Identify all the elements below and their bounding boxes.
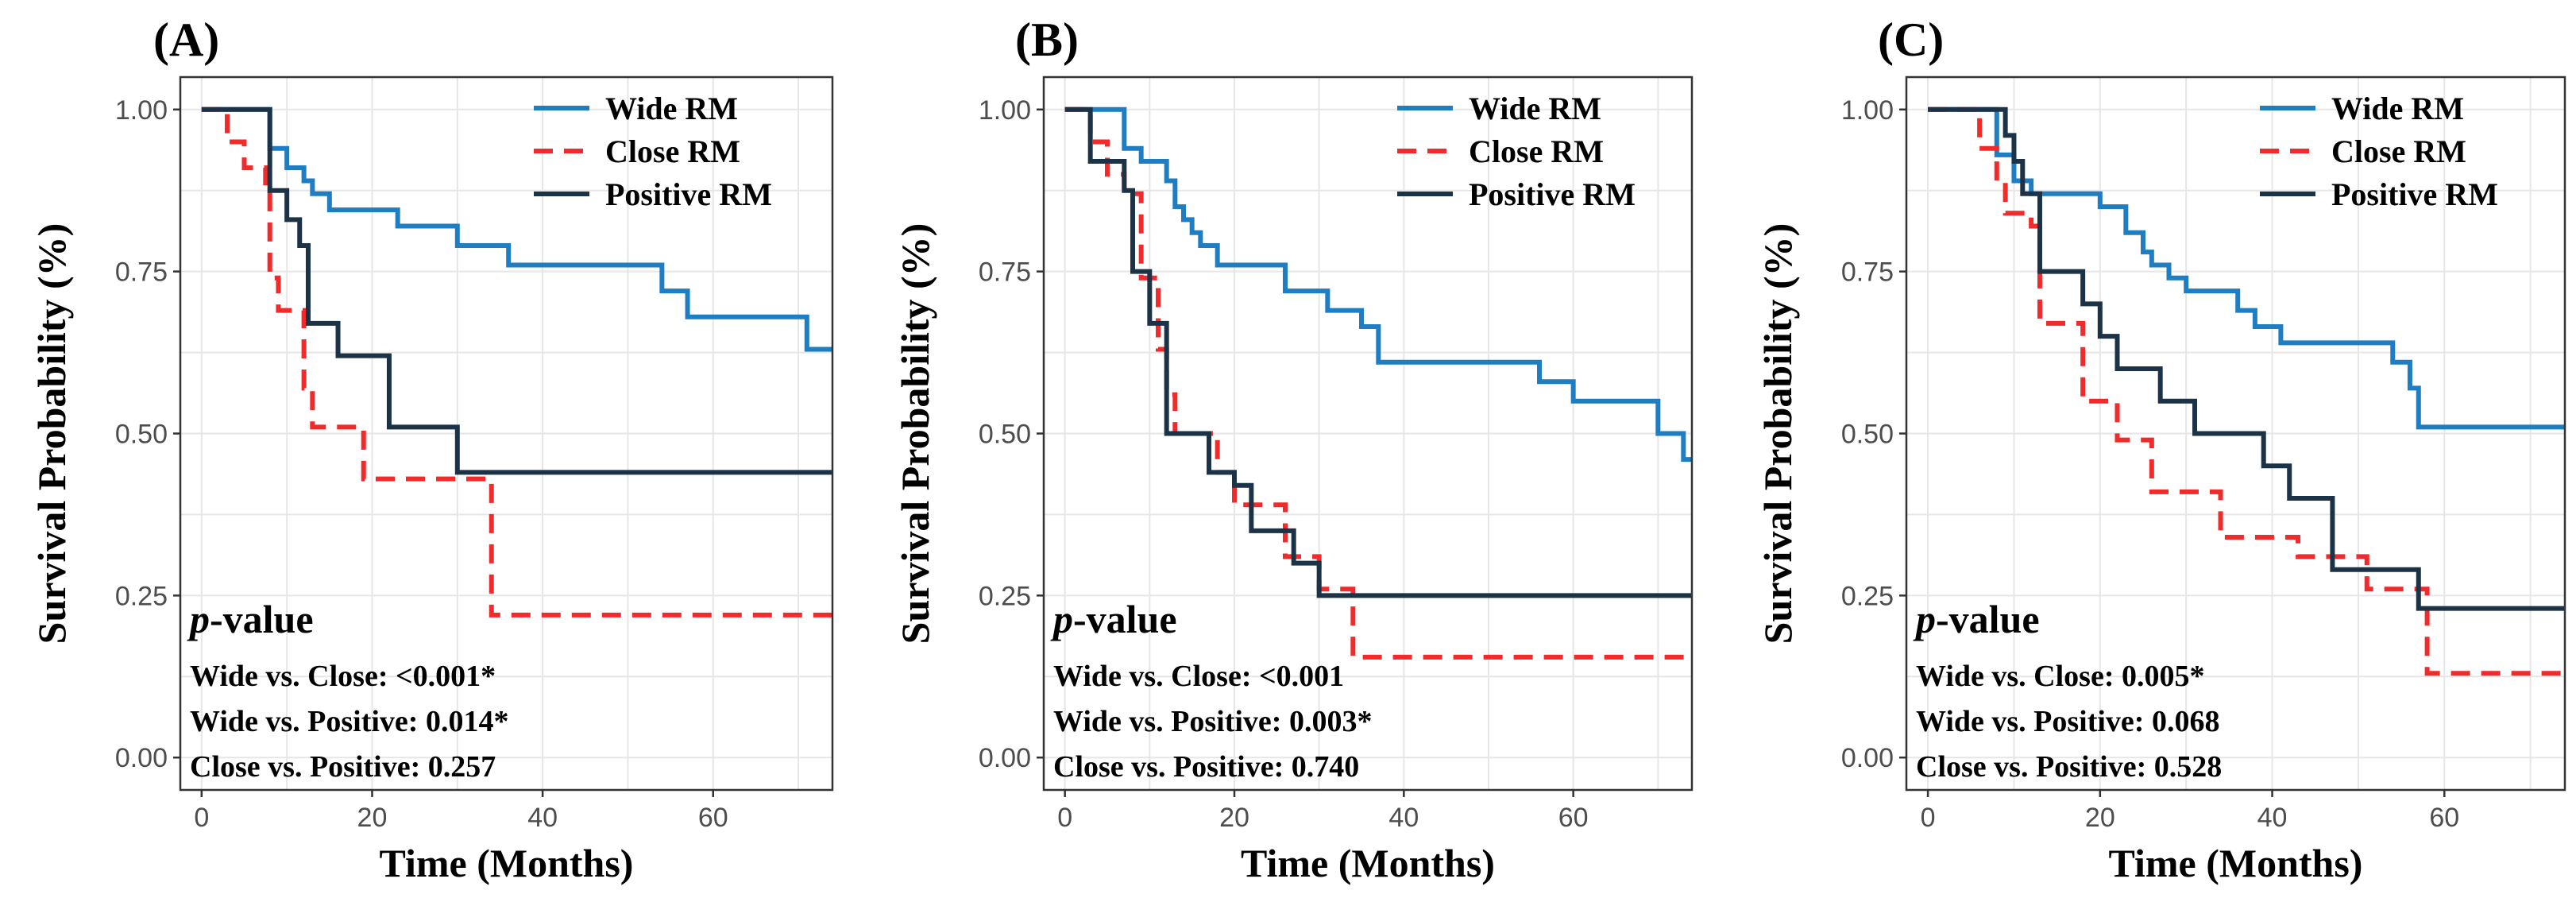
x-tick-label: 20 (357, 803, 388, 833)
panel-a: 0.00 0.25 0.50 0.75 1.00 0 20 40 60 Time (Months)… (29, 14, 834, 885)
series-line-wide (201, 106, 832, 352)
legend-label-positive: Positive RM (2331, 176, 2498, 212)
series-group (1064, 106, 1692, 660)
panel-b: 0.00 0.25 0.50 0.75 1.00 0 20 40 60 Time (Months)… (893, 14, 1694, 885)
x-tick-label: 20 (1219, 803, 1249, 833)
pvalue-line: Wide vs. Close: 0.005* (1916, 660, 2204, 693)
pvalue-line: Wide vs. Positive: 0.068 (1916, 705, 2219, 738)
pvalue-title-rest: -value (210, 597, 314, 641)
series-line-wide (1928, 106, 2565, 430)
panel-label: (B) (1015, 14, 1079, 66)
x-tick-label: 0 (194, 803, 209, 833)
legend-label-wide: Wide RM (2331, 91, 2464, 126)
pvalue-title-rest: -value (1936, 597, 2040, 641)
y-axis-title: Survival Probability (%) (893, 223, 937, 645)
legend-label-close: Close RM (605, 134, 740, 169)
y-axis-title: Survival Probability (%) (1755, 223, 1800, 645)
y-tick-label: 0.75 (979, 257, 1031, 288)
y-tick-label: 1.00 (1841, 95, 1894, 126)
pvalue-annotation: p-value Wide vs. Close: <0.001 Wide vs. Po… (1050, 597, 1372, 784)
pvalue-title: p-value (1913, 597, 2040, 641)
series-group (1928, 106, 2565, 676)
legend: Wide RM Close RM Positive RM (1397, 91, 1636, 212)
series-line-close (1064, 106, 1692, 660)
x-tick-label: 40 (2257, 803, 2288, 833)
y-tick-label: 0.00 (979, 743, 1031, 773)
pvalue-line: Wide vs. Positive: 0.014* (190, 705, 508, 738)
legend: Wide RM Close RM Positive RM (2260, 91, 2498, 212)
pvalue-title-rest: -value (1073, 597, 1177, 641)
x-tick-label: 60 (1558, 803, 1589, 833)
legend-label-close: Close RM (2331, 134, 2466, 169)
y-tick-label: 0.25 (979, 581, 1031, 611)
pvalue-line: Wide vs. Close: <0.001* (190, 660, 496, 693)
gridlines (1044, 77, 1692, 790)
y-tick-label: 0.75 (115, 257, 168, 288)
y-tick-label: 0.25 (1841, 581, 1894, 611)
x-axis-title: Time (Months) (380, 841, 634, 885)
legend-label-positive: Positive RM (605, 176, 772, 212)
y-tick-label: 0.75 (1841, 257, 1894, 288)
x-axis-title: Time (Months) (2109, 841, 2363, 885)
y-tick-label: 0.50 (115, 420, 168, 450)
legend-label-close: Close RM (1469, 134, 1604, 169)
pvalue-title: p-value (187, 597, 314, 641)
pvalue-line: Close vs. Positive: 0.528 (1916, 750, 2222, 784)
y-axis-title: Survival Probability (%) (29, 223, 74, 645)
y-tick-label: 1.00 (115, 95, 168, 126)
panel-c: 0.00 0.25 0.50 0.75 1.00 0 20 40 60 Time (Months)… (1755, 14, 2566, 885)
pvalue-title-italic: p (1050, 597, 1073, 641)
x-tick-label: 0 (1921, 803, 1936, 833)
x-tick-label: 60 (698, 803, 728, 833)
series-line-close (1928, 106, 2565, 676)
series-line-positive (201, 106, 832, 475)
y-tick-label: 0.50 (979, 420, 1031, 450)
series-line-wide (1064, 106, 1692, 463)
y-tick-label: 0.00 (1841, 743, 1894, 773)
x-tick-label: 40 (527, 803, 558, 833)
legend-label-wide: Wide RM (1469, 91, 1601, 126)
y-tick-label: 0.50 (1841, 420, 1894, 450)
x-tick-label: 40 (1388, 803, 1419, 833)
series-line-positive (1064, 106, 1692, 598)
pvalue-line: Close vs. Positive: 0.257 (190, 750, 496, 784)
x-tick-label: 0 (1057, 803, 1072, 833)
pvalue-title-italic: p (1913, 597, 1936, 641)
panel-label: (A) (153, 14, 219, 66)
pvalue-line: Wide vs. Close: <0.001 (1053, 660, 1344, 693)
pvalue-line: Close vs. Positive: 0.740 (1053, 750, 1359, 784)
pvalue-title: p-value (1050, 597, 1177, 641)
x-tick-label: 20 (2085, 803, 2115, 833)
pvalue-annotation: p-value Wide vs. Close: <0.001* Wide vs. P… (187, 597, 508, 784)
pvalue-line: Wide vs. Positive: 0.003* (1053, 705, 1372, 738)
series-group (201, 106, 832, 617)
x-axis-title: Time (Months) (1241, 841, 1495, 885)
legend: Wide RM Close RM Positive RM (534, 91, 772, 212)
legend-label-wide: Wide RM (605, 91, 738, 126)
pvalue-annotation: p-value Wide vs. Close: 0.005* Wide vs. Po… (1913, 597, 2222, 784)
panel-label: (C) (1878, 14, 1944, 66)
x-tick-label: 60 (2429, 803, 2459, 833)
series-line-positive (1928, 106, 2565, 611)
legend-label-positive: Positive RM (1469, 176, 1636, 212)
y-tick-label: 0.25 (115, 581, 168, 611)
series-line-close (201, 106, 832, 617)
y-tick-label: 1.00 (979, 95, 1031, 126)
y-tick-label: 0.00 (115, 743, 168, 773)
pvalue-title-italic: p (187, 597, 210, 641)
